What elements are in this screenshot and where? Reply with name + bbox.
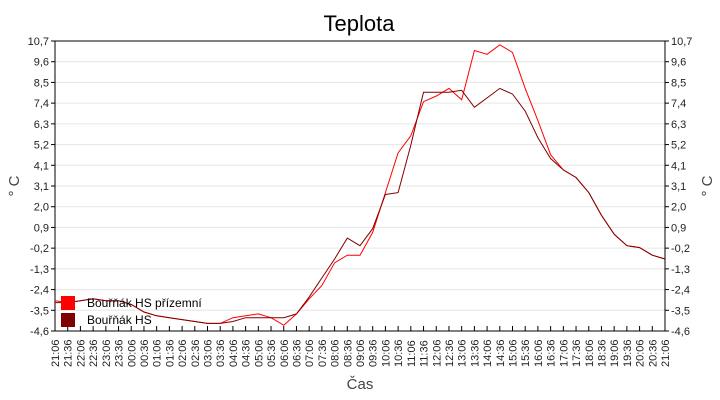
x-tick-label: 01:36: [164, 339, 176, 367]
y-tick-label: -3,5: [671, 305, 690, 317]
x-tick-label: 21:06: [660, 339, 672, 367]
y-tick-label: 3,1: [671, 181, 686, 193]
x-tick-label: 22:36: [88, 339, 100, 367]
y-tick-label: 0,9: [671, 222, 686, 234]
x-tick-label: 18:36: [596, 339, 608, 367]
y-tick-label: 5,2: [671, 140, 686, 152]
y-tick-label: 9,6: [34, 57, 49, 69]
x-tick-label: 08:36: [342, 339, 354, 367]
x-tick-label: 17:06: [558, 339, 570, 367]
x-tick-label: 08:06: [330, 339, 342, 367]
x-tick-label: 02:06: [177, 339, 189, 367]
x-tick-label: 23:06: [101, 339, 113, 367]
y-tick-label: -2,4: [671, 285, 690, 297]
x-tick-label: 12:36: [444, 339, 456, 367]
y-tick-label: 8,5: [34, 77, 49, 89]
y-tick-label: 10,7: [28, 36, 49, 48]
y-tick-label: 4,1: [671, 160, 686, 172]
y-tick-label: 2,0: [34, 202, 49, 214]
y-tick-label: -0,2: [30, 243, 49, 255]
y-tick-label: 7,4: [671, 98, 686, 110]
x-tick-label: 16:06: [533, 339, 545, 367]
x-tick-label: 05:06: [253, 339, 265, 367]
x-tick-label: 20:06: [635, 339, 647, 367]
series-line-0: [54, 44, 666, 326]
y-tick-label: 8,5: [671, 77, 686, 89]
y-axis-right: 10,7 9,6 8,5 7,4 6,3 5,2 4,1 3,1 2,0 0,9 -0,2 -1,3 -…: [665, 36, 692, 338]
x-tick-label: 14:06: [482, 339, 494, 367]
x-tick-label: 13:36: [469, 339, 481, 367]
y-tick-label: -3,5: [30, 305, 49, 317]
y-tick-label: 0,9: [34, 222, 49, 234]
y-tick-label: 5,2: [34, 140, 49, 152]
x-tick-label: 21:36: [63, 339, 75, 367]
x-tick-label: 19:06: [609, 339, 621, 367]
y-tick-label: 4,1: [34, 160, 49, 172]
y-axis-label-right: ° C: [699, 175, 716, 196]
x-tick-label: 13:06: [457, 339, 469, 367]
y-tick-label: -4,6: [30, 326, 49, 338]
x-tick-label: 03:06: [203, 339, 215, 367]
legend-label-0: Bouřňák HS přízemní: [87, 296, 202, 310]
x-tick-label: 04:36: [241, 339, 253, 367]
x-axis: 21:06 21:36 22:06 22:36 23:06 23:36 00:06 00:36…: [50, 326, 672, 367]
y-axis-left: 10,7 9,6 8,5 7,4 6,3 5,2 4,1 3,1 2,0 0,9 -0,2 -1,3 -…: [28, 36, 55, 338]
chart-title: Teplota: [324, 11, 396, 36]
x-tick-label: 03:36: [215, 339, 227, 367]
x-tick-label: 11:36: [419, 340, 431, 367]
x-tick-label: 14:36: [495, 339, 507, 367]
x-tick-label: 22:06: [75, 339, 87, 367]
x-tick-label: 06:36: [291, 339, 303, 367]
y-tick-label: 6,3: [671, 119, 686, 131]
x-tick-label: 18:06: [584, 339, 596, 367]
y-tick-label: -4,6: [671, 326, 690, 338]
x-tick-label: 23:36: [114, 339, 126, 367]
series-line-1: [55, 87, 666, 324]
x-tick-label: 09:06: [355, 339, 367, 367]
y-tick-label: 6,3: [34, 119, 49, 131]
legend: Bouřňák HS přízemní Bouřňák HS: [61, 296, 202, 327]
x-tick-label: 00:06: [126, 339, 138, 367]
x-tick-label: 19:36: [622, 339, 634, 367]
x-tick-label: 16:36: [546, 339, 558, 367]
x-tick-label: 20:36: [647, 339, 659, 367]
y-tick-label: 7,4: [34, 98, 49, 110]
y-tick-label: -1,3: [30, 264, 49, 276]
x-tick-label: 12:06: [431, 339, 443, 367]
x-tick-label: 09:36: [368, 339, 380, 367]
x-tick-label: 04:06: [228, 339, 240, 367]
legend-label-1: Bouřňák HS: [87, 313, 152, 327]
x-tick-label: 15:06: [508, 339, 520, 367]
legend-swatch-0: [61, 296, 75, 310]
x-tick-label: 15:36: [520, 339, 532, 367]
x-tick-label: 10:06: [380, 339, 392, 367]
grid: [55, 40, 665, 332]
x-tick-label: 02:36: [190, 339, 202, 367]
x-tick-label: 00:36: [139, 339, 151, 367]
y-tick-label: 2,0: [671, 202, 686, 214]
x-tick-label: 01:06: [152, 339, 164, 367]
y-tick-label: -2,4: [30, 285, 49, 297]
legend-swatch-1: [61, 313, 75, 327]
y-tick-label: 10,7: [671, 36, 692, 48]
x-tick-label: 21:06: [50, 339, 62, 367]
y-tick-label: -0,2: [671, 243, 690, 255]
x-tick-label: 17:36: [571, 339, 583, 367]
x-tick-label: 07:36: [317, 339, 329, 367]
x-tick-label: 07:06: [304, 339, 316, 367]
x-axis-label: Čas: [347, 376, 374, 393]
x-tick-label: 10:36: [393, 339, 405, 367]
series-lines: [54, 44, 666, 326]
y-tick-label: -1,3: [671, 264, 690, 276]
x-tick-label: 06:06: [279, 339, 291, 367]
y-axis-label-left: ° C: [6, 175, 23, 196]
x-tick-label: 11:06: [406, 340, 418, 367]
y-tick-label: 9,6: [671, 57, 686, 69]
y-tick-label: 3,1: [34, 181, 49, 193]
x-tick-label: 05:36: [266, 339, 278, 367]
